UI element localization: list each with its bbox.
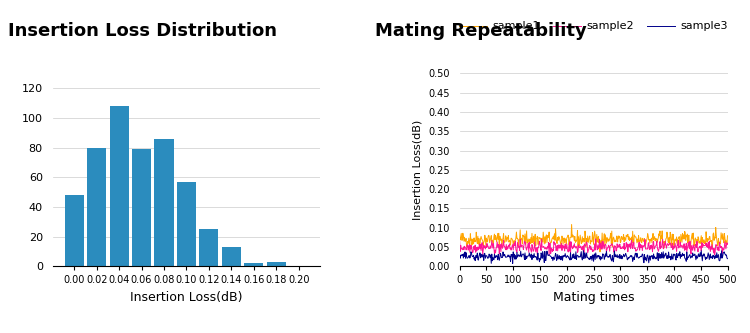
Text: Insertion Loss Distribution: Insertion Loss Distribution — [8, 22, 277, 40]
sample2 — [591, 237, 600, 241]
sample3 — [554, 252, 562, 256]
Line: sample3: sample3 — [460, 251, 728, 263]
Legend: sample1, sample2, sample3: sample1, sample2, sample3 — [454, 17, 733, 36]
sample1 — [532, 234, 542, 238]
sample1 — [723, 234, 732, 238]
Bar — [177, 182, 196, 266]
sample2 — [455, 239, 464, 243]
sample2 — [628, 241, 638, 245]
X-axis label: Mating times: Mating times — [553, 291, 634, 304]
X-axis label: Insertion Loss(dB): Insertion Loss(dB) — [130, 291, 243, 304]
sample2 — [632, 248, 641, 252]
Bar — [64, 195, 84, 266]
sample2 — [723, 242, 732, 246]
Bar — [154, 139, 173, 266]
Bar — [267, 262, 286, 266]
sample3 — [455, 255, 464, 259]
sample1 — [596, 250, 604, 254]
sample3 — [723, 257, 732, 261]
sample1 — [455, 235, 464, 239]
Y-axis label: Insertion Loss(dB): Insertion Loss(dB) — [413, 120, 423, 220]
sample3 — [522, 256, 531, 260]
sample2 — [533, 245, 542, 249]
Text: Mating Repeatability: Mating Repeatability — [375, 22, 586, 40]
sample2 — [532, 253, 542, 257]
sample2 — [554, 249, 562, 253]
sample3 — [628, 259, 638, 263]
Bar — [132, 149, 151, 266]
sample3 — [509, 261, 518, 265]
sample1 — [678, 231, 687, 235]
sample3 — [632, 252, 640, 256]
Bar — [222, 247, 241, 266]
Line: sample1: sample1 — [460, 224, 728, 252]
sample1 — [553, 241, 562, 245]
Bar — [244, 263, 263, 266]
sample3 — [697, 249, 706, 253]
sample3 — [677, 254, 686, 258]
sample3 — [533, 251, 542, 255]
sample2 — [678, 244, 687, 248]
Bar — [110, 106, 129, 266]
sample1 — [567, 222, 576, 226]
sample1 — [521, 235, 530, 239]
sample1 — [628, 241, 638, 245]
sample1 — [632, 237, 641, 241]
Bar — [200, 229, 218, 266]
Bar — [87, 148, 106, 266]
Line: sample2: sample2 — [460, 239, 728, 255]
sample2 — [521, 247, 530, 251]
